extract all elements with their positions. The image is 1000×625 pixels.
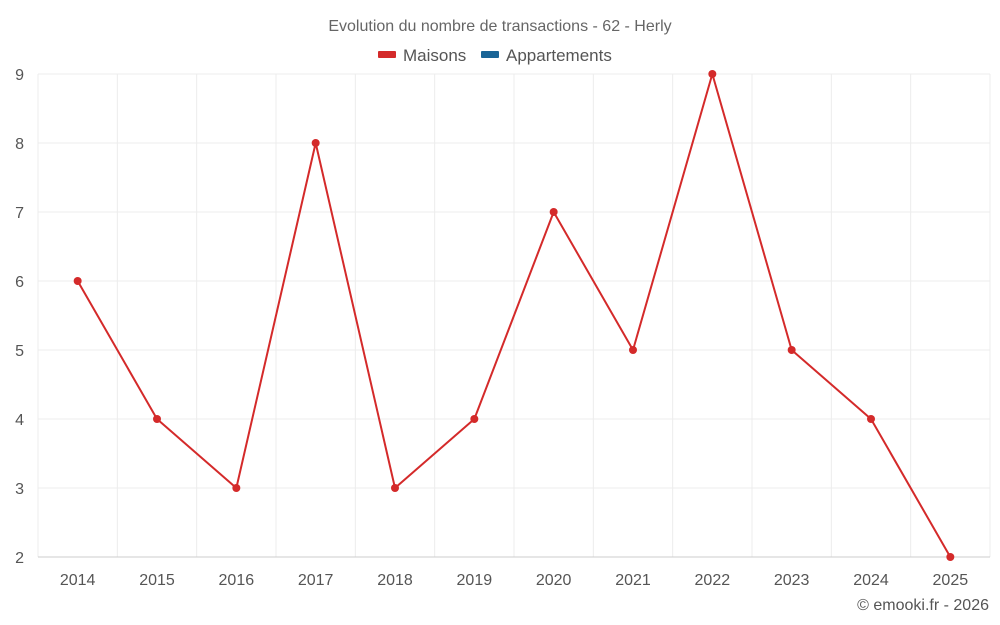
x-tick-label: 2023 xyxy=(774,572,810,589)
y-tick-label: 9 xyxy=(15,67,24,84)
data-point[interactable] xyxy=(946,553,955,561)
legend-swatch-maisons xyxy=(378,51,396,58)
y-tick-label: 6 xyxy=(15,274,24,291)
data-point[interactable] xyxy=(470,415,479,423)
axes: 2 3 4 5 6 7 8 9 2014 2015 2016 2017 2018 2019 2020 2021… xyxy=(15,67,990,589)
data-point[interactable] xyxy=(153,415,161,423)
data-point[interactable] xyxy=(549,208,558,216)
x-tick-label: 2014 xyxy=(60,572,96,589)
data-point[interactable] xyxy=(232,484,241,492)
y-tick-label: 4 xyxy=(15,412,24,429)
y-tick-label: 2 xyxy=(15,550,24,567)
x-tick-label: 2016 xyxy=(219,572,255,589)
legend: Maisons Appartements xyxy=(378,46,612,65)
x-tick-label: 2020 xyxy=(536,572,572,589)
y-tick-label: 3 xyxy=(15,481,24,498)
data-point[interactable] xyxy=(311,139,320,147)
x-tick-label: 2019 xyxy=(457,572,493,589)
x-tick-label: 2024 xyxy=(853,572,889,589)
data-point[interactable] xyxy=(629,346,637,354)
y-tick-label: 8 xyxy=(15,136,24,153)
data-point[interactable] xyxy=(391,484,399,492)
y-tick-label: 5 xyxy=(15,343,24,360)
x-tick-label: 2015 xyxy=(139,572,175,589)
legend-label-appartements: Appartements xyxy=(506,46,612,65)
data-point[interactable] xyxy=(867,415,875,423)
legend-item-maisons[interactable]: Maisons xyxy=(378,46,466,65)
series-line xyxy=(76,73,952,558)
chart-title: Evolution du nombre de transactions - 62… xyxy=(328,18,671,35)
data-point[interactable] xyxy=(708,70,717,78)
legend-item-appartements[interactable]: Appartements xyxy=(481,46,612,65)
x-tick-label: 2022 xyxy=(695,572,731,589)
data-point[interactable] xyxy=(787,346,796,354)
x-tick-label: 2021 xyxy=(615,572,651,589)
x-tick-label: 2017 xyxy=(298,572,334,589)
credit-text: © emooki.fr - 2026 xyxy=(857,597,989,614)
x-tick-label: 2018 xyxy=(377,572,413,589)
series-maisons xyxy=(73,70,955,561)
legend-label-maisons: Maisons xyxy=(403,46,466,65)
x-tick-label: 2025 xyxy=(933,572,969,589)
data-point[interactable] xyxy=(73,277,82,285)
legend-swatch-appartements xyxy=(481,51,499,58)
y-tick-label: 7 xyxy=(15,205,24,222)
